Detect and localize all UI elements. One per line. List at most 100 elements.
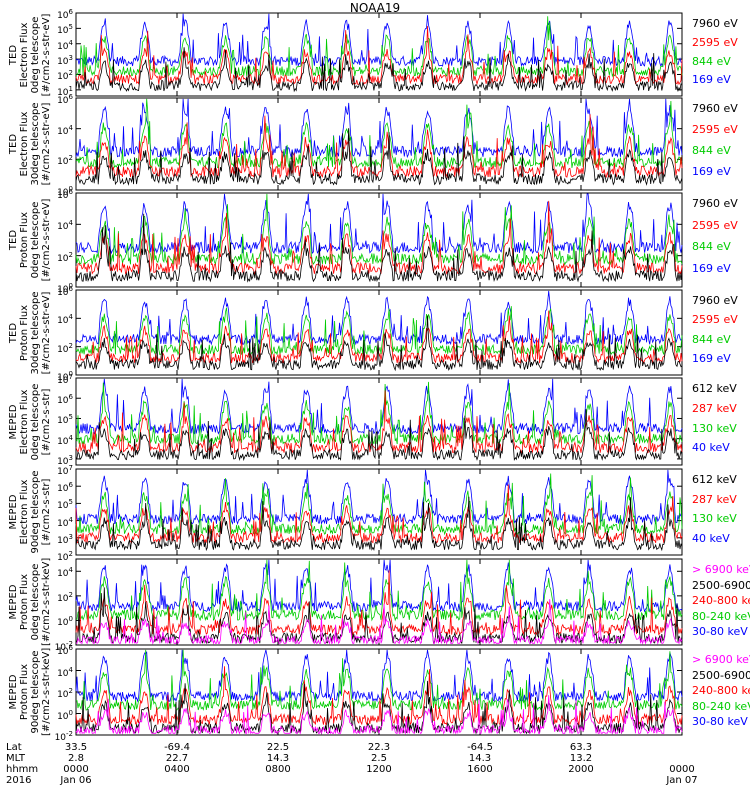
y-tick-label: 103 xyxy=(57,453,73,467)
y-tick-label: 105 xyxy=(57,23,73,37)
series-line xyxy=(75,649,683,703)
series-line xyxy=(75,16,683,78)
x-axis-value: -69.4 xyxy=(164,742,190,753)
y-axis-label: MEPED Electron Flux 90deg telescope [#/cm2-… xyxy=(8,470,52,554)
series-line xyxy=(75,128,683,186)
legend-entry: 40 keV xyxy=(692,531,730,545)
y-tick-label: 104 xyxy=(57,313,73,327)
series-line xyxy=(75,200,683,276)
series-line xyxy=(75,98,683,170)
y-tick-label: 100 xyxy=(57,185,73,198)
y-tick-label: 104 xyxy=(57,566,73,580)
y-tick-label: 102 xyxy=(57,341,73,355)
x-axis-row-label: MLT xyxy=(6,753,25,764)
y-tick-label: 103 xyxy=(57,54,73,68)
legend-entry: 130 keV xyxy=(692,512,737,525)
series-line xyxy=(75,680,683,735)
y-tick-label: 104 xyxy=(57,38,73,52)
legend-entry: 240-800 keV xyxy=(692,594,750,608)
y-tick-label: 101 xyxy=(57,84,73,98)
series-line xyxy=(75,587,683,645)
legend-entry: 240-800 keV xyxy=(692,684,750,698)
legend-entry: 40 keV xyxy=(692,441,730,455)
x-axis-value: Jan 07 xyxy=(666,775,698,786)
series-line xyxy=(75,306,683,356)
y-axis-label: TED Electron Flux 30deg telescope [#/cm2-s-… xyxy=(8,102,52,186)
series-line xyxy=(75,473,683,536)
legend-entry: 844 eV xyxy=(692,54,731,68)
x-axis-row-label: 2016 xyxy=(6,775,32,786)
legend-entry: 169 eV xyxy=(692,261,731,275)
x-axis-value: 0000 xyxy=(63,764,89,775)
legend-entry: 2595 eV xyxy=(692,123,738,136)
y-tick-label: 106 xyxy=(57,481,73,495)
y-axis-label: TED Electron Flux 0deg telescope [#/cm2-s-s… xyxy=(8,13,52,96)
y-tick-label: 102 xyxy=(57,590,73,604)
y-tick-label: 104 xyxy=(57,433,73,447)
y-tick-label: 104 xyxy=(57,515,73,529)
x-axis-value: 0000 xyxy=(669,764,695,775)
series-line xyxy=(75,469,683,526)
x-axis-row-label: hhmm xyxy=(6,764,39,775)
x-axis-row-label: Lat xyxy=(6,742,22,753)
y-tick-label: 102 xyxy=(57,154,73,168)
x-axis-value: 1600 xyxy=(467,764,493,775)
y-tick-label: 105 xyxy=(57,498,73,512)
x-axis-value: 22.3 xyxy=(367,742,391,753)
y-tick-label: 100 xyxy=(57,370,73,383)
legend-entry: 2595 eV xyxy=(692,313,738,327)
legend-entry: 287 keV xyxy=(692,401,737,415)
x-axis-value: 63.3 xyxy=(569,742,593,753)
x-axis-value: 22.7 xyxy=(165,753,189,764)
series-line xyxy=(75,390,683,455)
y-tick-label: 105 xyxy=(57,413,73,427)
x-axis-value: 14.3 xyxy=(468,753,492,764)
y-tick-label: 10-2 xyxy=(54,730,73,743)
x-axis-value: Jan 06 xyxy=(60,775,92,786)
y-tick-label: 102 xyxy=(57,250,73,264)
series-line xyxy=(75,213,683,283)
x-axis-value: 2.8 xyxy=(68,753,84,764)
y-tick-label: 104 xyxy=(57,123,73,137)
series-line xyxy=(75,666,683,726)
legend-entry: 80-240 keV xyxy=(692,699,750,713)
series-line xyxy=(75,599,683,645)
y-tick-label: 106 xyxy=(57,8,73,21)
x-axis-value: 33.5 xyxy=(64,742,88,753)
y-tick-label: 106 xyxy=(57,93,73,106)
legend-entry: 7960 eV xyxy=(692,294,738,307)
series-line xyxy=(75,378,683,435)
series-line xyxy=(75,25,683,86)
series-line xyxy=(75,496,683,552)
y-axis-label: MEPED Proton Flux 90deg telescope [#/cm2-s-… xyxy=(8,647,52,736)
y-axis-label: TED Proton Flux 30deg telescope [#/cm2-s-st… xyxy=(8,290,52,375)
y-tick-label: 106 xyxy=(57,644,73,657)
legend-entry: 287 keV xyxy=(692,492,737,506)
legend-entry: 2595 eV xyxy=(692,218,738,232)
series-line xyxy=(75,559,683,613)
series-line xyxy=(75,695,683,735)
legend-entry: > 6900 keV xyxy=(692,653,750,666)
x-axis-value: 0400 xyxy=(164,764,190,775)
x-axis-value: 2.5 xyxy=(371,753,387,764)
series-line xyxy=(75,47,683,93)
x-axis-value: 2000 xyxy=(568,764,594,775)
series-line xyxy=(75,290,683,346)
legend-entry: 2500-6900 xyxy=(692,578,750,592)
y-tick-label: 103 xyxy=(57,532,73,546)
y-tick-label: 107 xyxy=(57,464,73,477)
legend-entry: 169 eV xyxy=(692,73,731,87)
series-line xyxy=(75,193,683,266)
series-line xyxy=(76,559,683,622)
y-tick-label: 104 xyxy=(57,665,73,679)
y-tick-label: 100 xyxy=(57,615,73,629)
legend-entry: 844 eV xyxy=(692,240,731,253)
legend-entry: 7960 eV xyxy=(692,197,738,210)
series-line xyxy=(75,315,683,372)
legend-entry: 80-240 keV xyxy=(692,609,750,623)
y-tick-label: 107 xyxy=(57,373,73,386)
y-tick-label: 100 xyxy=(57,708,73,722)
y-tick-label: 102 xyxy=(57,550,73,563)
x-axis-value: 1200 xyxy=(366,764,392,775)
x-axis-value: 0800 xyxy=(265,764,291,775)
